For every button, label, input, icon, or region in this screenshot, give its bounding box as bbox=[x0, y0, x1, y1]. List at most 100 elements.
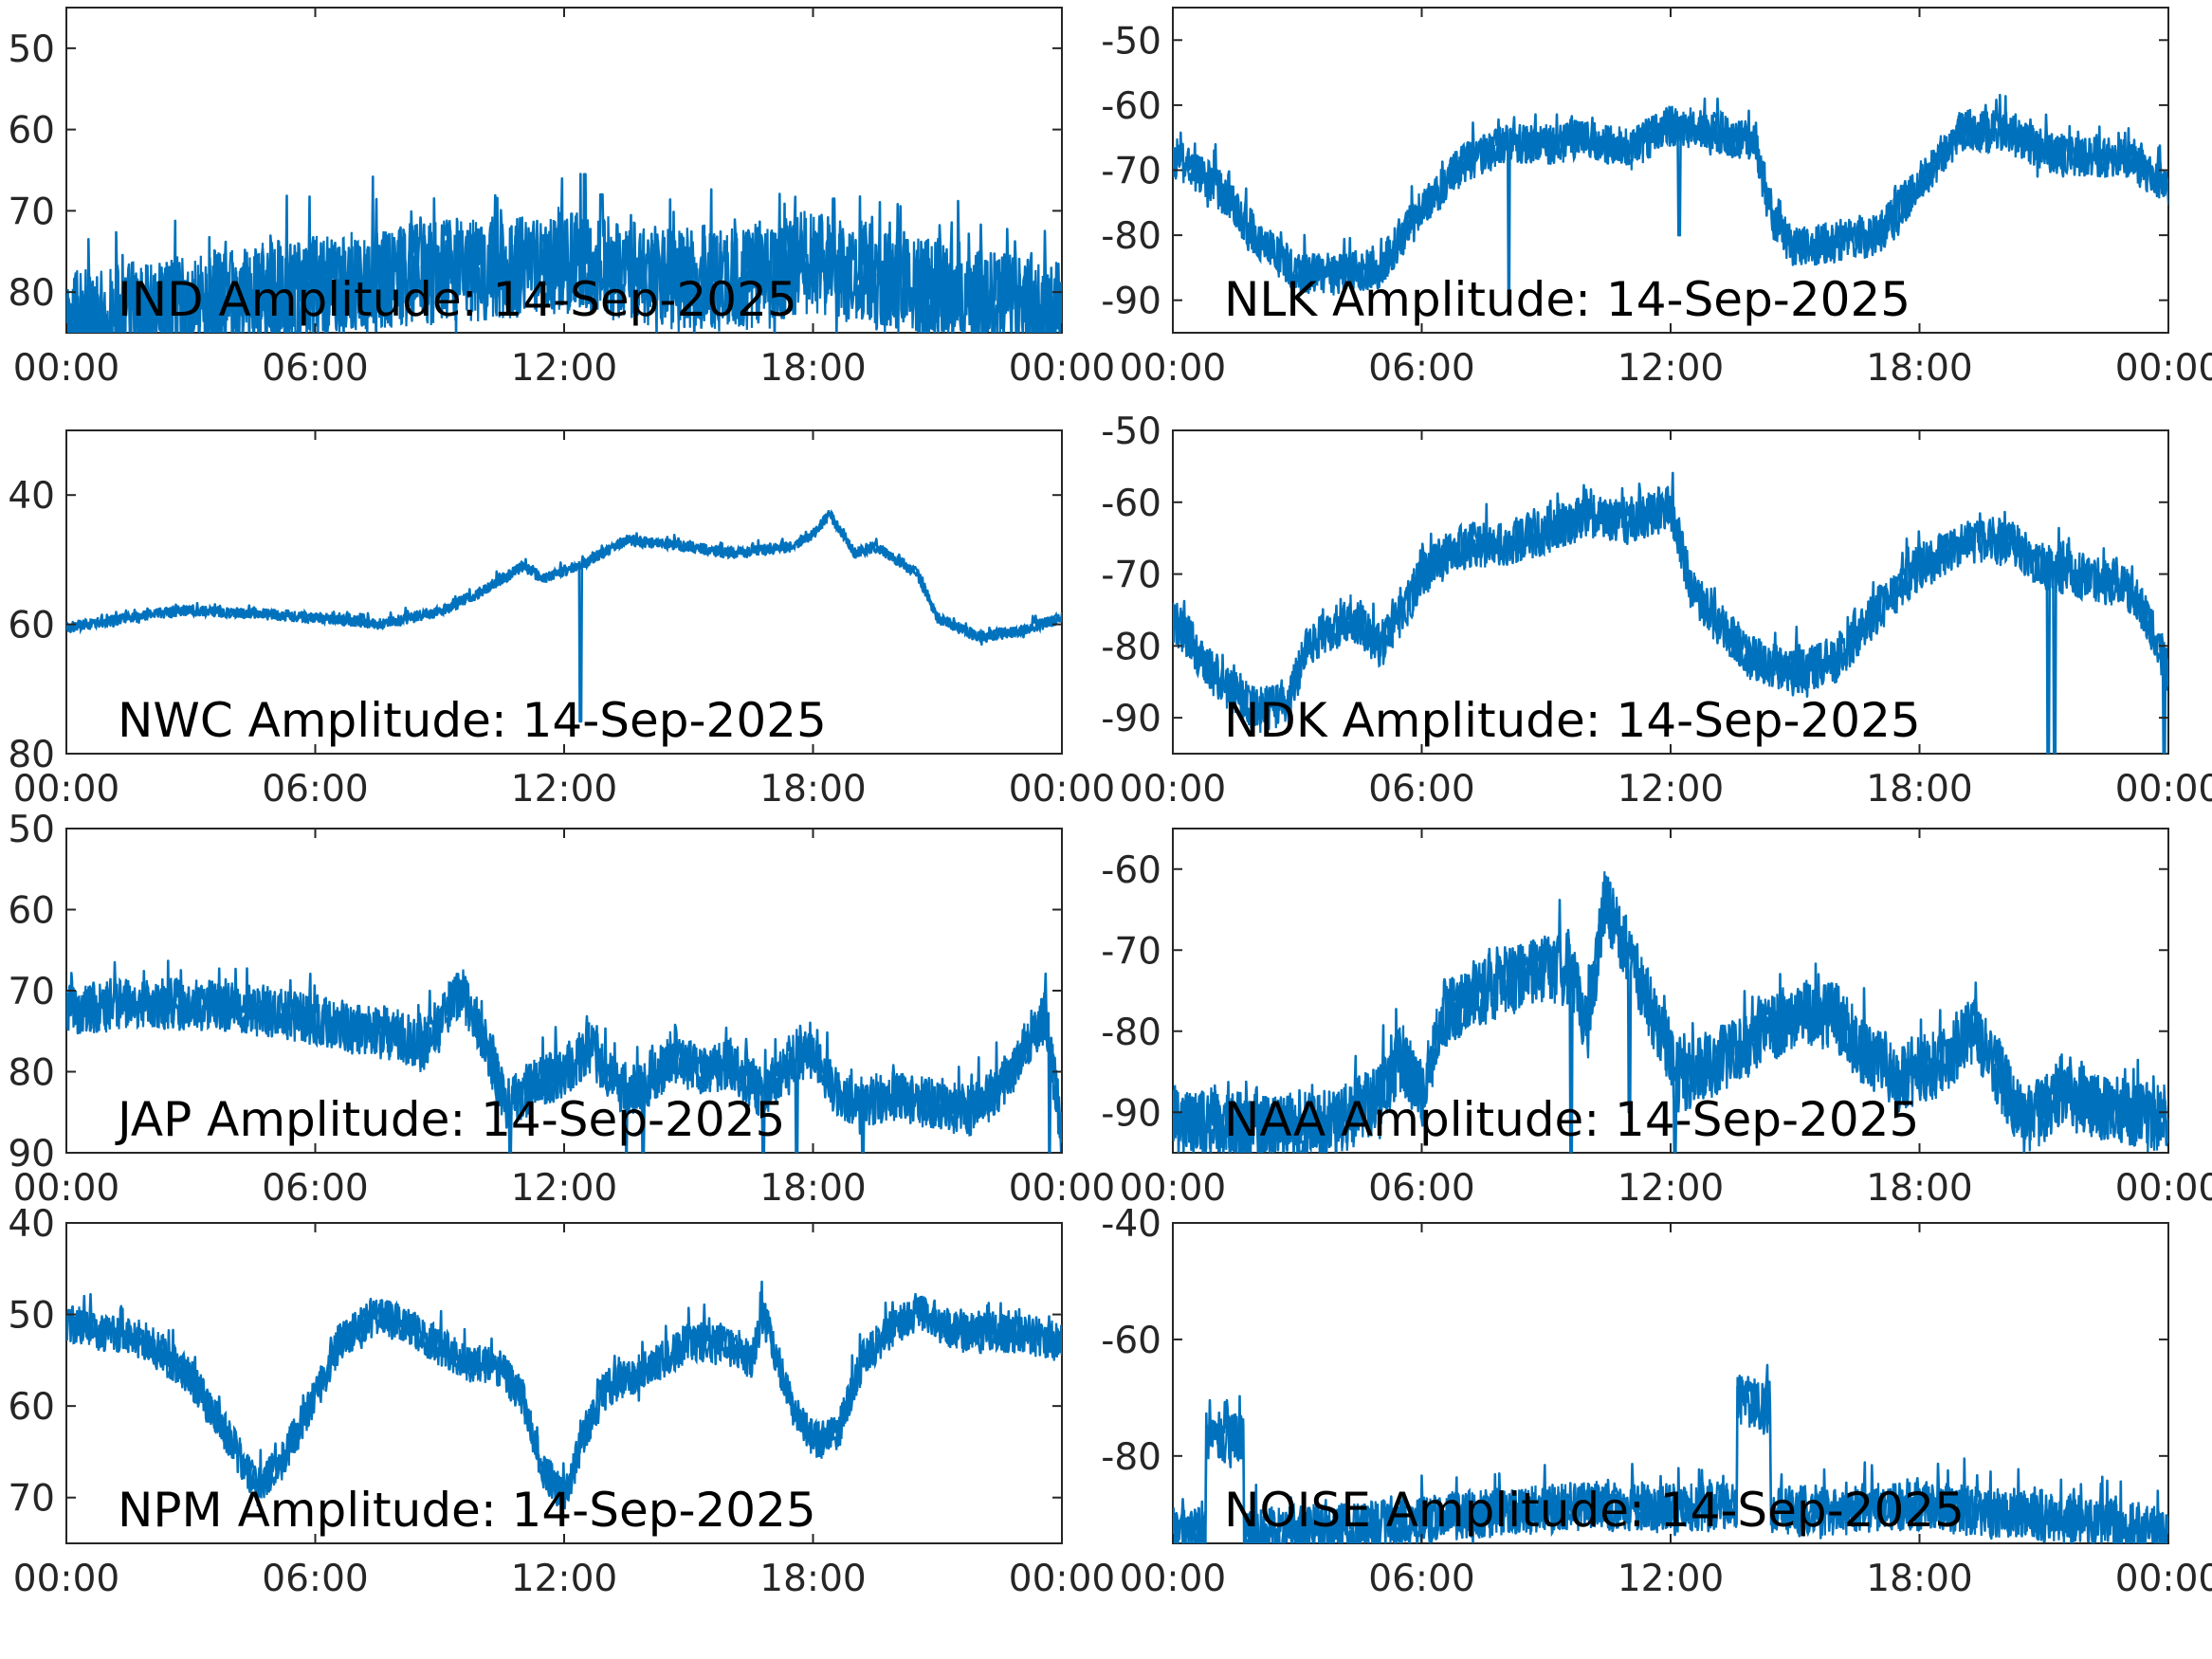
x-tick-label: 18:00 bbox=[759, 1558, 866, 1600]
x-tick-label: 00:00 bbox=[1009, 347, 1115, 390]
y-tick-label: 60 bbox=[8, 1386, 55, 1429]
x-tick-label: 06:00 bbox=[262, 768, 368, 811]
panel-title: NOISE Amplitude: 14-Sep-2025 bbox=[1224, 1483, 1965, 1538]
panel-title: NWC Amplitude: 14-Sep-2025 bbox=[118, 693, 827, 748]
y-tick-label: -90 bbox=[1101, 1092, 1161, 1135]
x-tick-label: 00:00 bbox=[1120, 1167, 1226, 1210]
series-band-ndk bbox=[1173, 487, 2168, 734]
y-tick-label: 70 bbox=[8, 971, 55, 1013]
x-tick-label: 12:00 bbox=[511, 768, 617, 811]
x-tick-label: 00:00 bbox=[2115, 1558, 2212, 1600]
y-tick-label: -80 bbox=[1101, 215, 1161, 258]
y-tick-label: 80 bbox=[8, 1052, 55, 1095]
x-tick-label: 00:00 bbox=[2115, 347, 2212, 390]
y-tick-label: -50 bbox=[1101, 20, 1161, 63]
panel-ind: 00:00 06:00 12:00 18:00 00:00 50 60 70 80 IND Amp… bbox=[8, 7, 1115, 390]
y-tick-label: -70 bbox=[1101, 151, 1161, 193]
x-tick-label: 00:00 bbox=[1120, 1558, 1226, 1600]
y-tick-label: 80 bbox=[8, 272, 55, 315]
y-tick-label: -60 bbox=[1101, 483, 1161, 525]
x-tick-label: 00:00 bbox=[1120, 347, 1226, 390]
panel-nlk: 00:00 06:00 12:00 18:00 00:00 -50 -60 -70 -80 -90… bbox=[1101, 7, 2212, 390]
x-tick-label: 12:00 bbox=[1618, 1558, 1724, 1600]
y-tick-label: 60 bbox=[8, 605, 55, 647]
x-tick-label: 06:00 bbox=[1368, 347, 1474, 390]
y-tick-label: 40 bbox=[8, 1203, 55, 1246]
y-tick-label: 40 bbox=[8, 475, 55, 518]
series-band-jap bbox=[66, 969, 1062, 1137]
x-tick-label: 18:00 bbox=[1866, 347, 1972, 390]
panel-nwc: 00:00 06:00 12:00 18:00 00:00 40 60 80 NWC Ampli… bbox=[8, 429, 1115, 811]
panel-ndk: 00:00 06:00 12:00 18:00 00:00 -50 -60 -70 -80 -90… bbox=[1101, 410, 2212, 811]
y-tick-label: -80 bbox=[1101, 626, 1161, 668]
y-tick-label: -60 bbox=[1101, 849, 1161, 892]
y-tick-label: -90 bbox=[1101, 698, 1161, 740]
x-tick-label: 00:00 bbox=[13, 768, 119, 811]
panel-title: JAP Amplitude: 14-Sep-2025 bbox=[115, 1092, 785, 1147]
axes-box bbox=[65, 429, 1063, 755]
panel-title: IND Amplitude: 14-Sep-2025 bbox=[118, 272, 797, 327]
y-tick-label: -50 bbox=[1101, 410, 1161, 453]
y-tick-label: 70 bbox=[8, 1478, 55, 1521]
x-tick-label: 18:00 bbox=[759, 1167, 866, 1210]
x-tick-label: 06:00 bbox=[262, 1167, 368, 1210]
series-band-nlk bbox=[1173, 105, 2168, 296]
panel-title: NPM Amplitude: 14-Sep-2025 bbox=[118, 1483, 816, 1538]
y-tick-label: -40 bbox=[1101, 1203, 1161, 1246]
y-tick-label: 50 bbox=[8, 1295, 55, 1338]
series-band-noise bbox=[1173, 1376, 2168, 1543]
y-tick-label: -90 bbox=[1101, 281, 1161, 323]
y-tick-label: -60 bbox=[1101, 1320, 1161, 1362]
y-tick-label: 60 bbox=[8, 890, 55, 933]
panel-jap: 00:00 06:00 12:00 18:00 00:00 50 60 70 80 90 JAP A… bbox=[8, 809, 1115, 1210]
x-tick-label: 00:00 bbox=[1009, 1167, 1115, 1210]
x-tick-label: 06:00 bbox=[262, 347, 368, 390]
y-tick-label: 50 bbox=[8, 28, 55, 71]
x-tick-label: 12:00 bbox=[511, 1558, 617, 1600]
y-tick-label: -70 bbox=[1101, 555, 1161, 597]
y-tick-label: -70 bbox=[1101, 930, 1161, 973]
x-tick-label: 12:00 bbox=[1618, 768, 1724, 811]
x-tick-label: 06:00 bbox=[1368, 1167, 1474, 1210]
x-tick-label: 00:00 bbox=[1009, 768, 1115, 811]
panel-noise: 00:00 06:00 12:00 18:00 00:00 -40 -60 -80 NOISE … bbox=[1101, 1203, 2212, 1600]
x-tick-label: 18:00 bbox=[759, 347, 866, 390]
y-tick-label: 60 bbox=[8, 110, 55, 153]
x-tick-label: 18:00 bbox=[759, 768, 866, 811]
x-tick-label: 00:00 bbox=[2115, 768, 2212, 811]
panel-title: NAA Amplitude: 14-Sep-2025 bbox=[1224, 1092, 1919, 1147]
panel-npm: 00:00 06:00 12:00 18:00 00:00 40 50 60 70 NPM Amp… bbox=[8, 1203, 1115, 1600]
panel-title: NLK Amplitude: 14-Sep-2025 bbox=[1224, 272, 1910, 327]
x-tick-label: 00:00 bbox=[1009, 1558, 1115, 1600]
y-tick-label: 80 bbox=[8, 734, 55, 776]
y-tick-label: -60 bbox=[1101, 85, 1161, 128]
x-tick-label: 00:00 bbox=[2115, 1167, 2212, 1210]
x-tick-label: 00:00 bbox=[13, 347, 119, 390]
x-tick-label: 06:00 bbox=[1368, 768, 1474, 811]
y-tick-label: 50 bbox=[8, 809, 55, 851]
panel-naa: 00:00 06:00 12:00 18:00 00:00 -60 -70 -80 -90 NAA… bbox=[1101, 828, 2212, 1210]
series-band-naa bbox=[1173, 871, 2168, 1153]
series-band-ind bbox=[66, 207, 1062, 333]
y-tick-label: -80 bbox=[1101, 1012, 1161, 1054]
y-tick-label: -80 bbox=[1101, 1436, 1161, 1479]
x-tick-label: 06:00 bbox=[262, 1558, 368, 1600]
y-tick-label: 70 bbox=[8, 191, 55, 233]
x-tick-label: 12:00 bbox=[1618, 347, 1724, 390]
y-tick-label: 90 bbox=[8, 1133, 55, 1176]
x-tick-label: 00:00 bbox=[1120, 768, 1226, 811]
x-tick-label: 12:00 bbox=[511, 1167, 617, 1210]
x-tick-label: 12:00 bbox=[1618, 1167, 1724, 1210]
x-tick-label: 00:00 bbox=[13, 1558, 119, 1600]
x-tick-label: 12:00 bbox=[511, 347, 617, 390]
axes-box bbox=[1172, 429, 2169, 755]
x-tick-label: 00:00 bbox=[13, 1167, 119, 1210]
panel-title: NDK Amplitude: 14-Sep-2025 bbox=[1224, 693, 1921, 748]
x-tick-label: 18:00 bbox=[1866, 768, 1972, 811]
series-band-npm bbox=[66, 1292, 1062, 1510]
x-tick-label: 18:00 bbox=[1866, 1167, 1972, 1210]
x-tick-label: 18:00 bbox=[1866, 1558, 1972, 1600]
x-tick-label: 06:00 bbox=[1368, 1558, 1474, 1600]
series-band-nwc bbox=[66, 509, 1062, 643]
